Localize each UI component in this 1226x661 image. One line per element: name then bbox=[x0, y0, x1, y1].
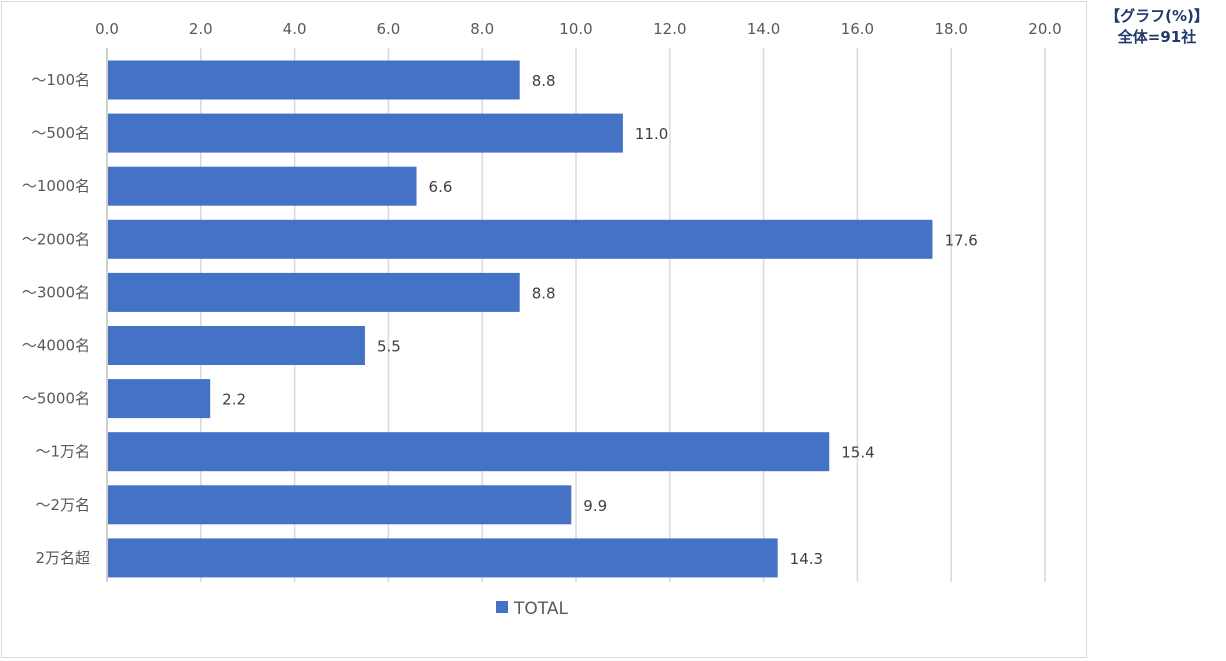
x-tick-label: 10.0 bbox=[559, 20, 592, 38]
x-tick-label: 12.0 bbox=[653, 20, 686, 38]
bar bbox=[108, 219, 933, 259]
bar bbox=[108, 326, 365, 365]
note-sample-size: 全体=91社 bbox=[1117, 28, 1197, 46]
data-label: 17.6 bbox=[944, 231, 977, 249]
category-labels: ～100名 ～500名 ～1000名 ～2000名 ～3000名 ～4000名 ～5000名… bbox=[22, 71, 90, 567]
bar bbox=[108, 60, 520, 100]
category-label: ～4000名 bbox=[22, 337, 90, 355]
legend-swatch bbox=[496, 601, 508, 613]
category-label: ～1000名 bbox=[22, 177, 90, 195]
note-title: 【グラフ(%)】 bbox=[1105, 7, 1209, 25]
category-label: ～3000名 bbox=[22, 283, 90, 301]
bar bbox=[108, 432, 830, 472]
x-tick-label: 14.0 bbox=[747, 20, 780, 38]
data-label: 9.9 bbox=[583, 497, 607, 515]
chart-note: 【グラフ(%)】 全体=91社 bbox=[1092, 6, 1222, 48]
bar bbox=[108, 113, 623, 153]
category-label: ～5000名 bbox=[22, 390, 90, 408]
category-label: ～500名 bbox=[31, 124, 90, 142]
x-tick-label: 8.0 bbox=[470, 20, 494, 38]
bar bbox=[108, 272, 520, 312]
category-label: ～1万名 bbox=[35, 443, 90, 461]
bar bbox=[108, 485, 572, 525]
legend: TOTAL bbox=[496, 599, 568, 619]
bar bbox=[108, 379, 211, 419]
data-label: 6.6 bbox=[429, 178, 453, 196]
x-tick-label: 2.0 bbox=[189, 20, 213, 38]
data-label: 14.3 bbox=[790, 550, 823, 568]
bars bbox=[108, 60, 933, 578]
category-label: 2万名超 bbox=[35, 549, 90, 567]
data-label: 15.4 bbox=[841, 444, 874, 462]
x-axis-ticks: 0.0 2.0 4.0 6.0 8.0 10.0 12.0 14.0 16.0 18.0 20.0 bbox=[95, 20, 1062, 38]
data-label: 5.5 bbox=[377, 338, 401, 356]
bar bbox=[108, 166, 417, 206]
data-label: 8.8 bbox=[532, 284, 556, 302]
x-tick-label: 16.0 bbox=[841, 20, 874, 38]
category-label: ～2000名 bbox=[22, 230, 90, 248]
bar bbox=[108, 538, 778, 578]
x-tick-label: 6.0 bbox=[376, 20, 400, 38]
category-label: ～100名 bbox=[31, 71, 90, 89]
data-label: 2.2 bbox=[222, 391, 246, 409]
legend-label: TOTAL bbox=[513, 599, 568, 619]
category-label: ～2万名 bbox=[35, 496, 90, 514]
data-label: 11.0 bbox=[635, 125, 668, 143]
x-tick-label: 20.0 bbox=[1028, 20, 1061, 38]
x-tick-label: 4.0 bbox=[283, 20, 307, 38]
x-tick-label: 18.0 bbox=[934, 20, 967, 38]
x-tick-label: 0.0 bbox=[95, 20, 119, 38]
data-labels: 8.8 11.0 6.6 17.6 8.8 5.5 2.2 15.4 9.9 14.3 bbox=[222, 72, 978, 568]
data-label: 8.8 bbox=[532, 72, 556, 90]
